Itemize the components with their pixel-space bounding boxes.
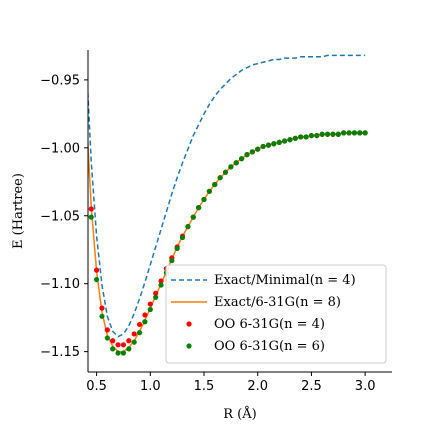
oo-n4-point bbox=[126, 338, 132, 344]
oo-n6-point bbox=[357, 130, 363, 136]
oo-n6-point bbox=[169, 257, 175, 264]
series-layer bbox=[88, 54, 368, 356]
oo-n6-point bbox=[281, 138, 288, 144]
oo-n4-point bbox=[104, 327, 110, 333]
oo-n6-point bbox=[271, 141, 277, 147]
oo-n6-point bbox=[179, 234, 186, 241]
x-tick-label: 0.5 bbox=[86, 379, 107, 394]
oo-n6-point bbox=[292, 135, 298, 141]
y-tick-label: −1.00 bbox=[40, 141, 80, 156]
oo-n6-point bbox=[126, 346, 132, 352]
oo-n6-point bbox=[341, 130, 347, 136]
x-tick-label: 2.0 bbox=[247, 379, 268, 394]
oo-n6-point bbox=[104, 335, 110, 341]
oo-n6-point bbox=[93, 277, 100, 283]
oo-n6-point bbox=[276, 139, 282, 145]
oo-n6-point bbox=[147, 306, 153, 313]
oo-n4-point bbox=[88, 206, 94, 212]
oo-n6-point bbox=[228, 164, 234, 170]
oo-n6-point bbox=[120, 350, 127, 356]
oo-n4-point bbox=[99, 305, 105, 311]
oo-n6-point bbox=[346, 130, 352, 136]
oo-n6-point bbox=[115, 350, 121, 356]
oo-n6-point bbox=[190, 214, 196, 220]
legend-box bbox=[165, 264, 387, 364]
y-tick-label: −1.15 bbox=[40, 345, 80, 360]
series-exact-minimal-line bbox=[88, 54, 366, 338]
oo-n6-point bbox=[308, 132, 315, 139]
legend-label-oo4: OO 6-31G(n = 4) bbox=[214, 317, 325, 332]
y-axis-label: E (Hartree) bbox=[11, 173, 26, 249]
oo-n6-point bbox=[174, 245, 180, 251]
oo-n4-point bbox=[147, 301, 153, 307]
legend-swatch-oo6 bbox=[186, 343, 192, 349]
legend: Exact/Minimal(n = 4) Exact/6-31G(n = 8) … bbox=[165, 264, 387, 364]
oo-n6-point bbox=[185, 224, 191, 230]
oo-n6-point bbox=[88, 214, 94, 220]
oo-n6-point bbox=[142, 319, 148, 325]
oo-n4-point bbox=[142, 312, 148, 318]
ticks-layer: 0.5 1.0 1.5 2.0 2.5 3.0 −0.95 −1.00 −1.05 −1.10 −1… bbox=[40, 73, 375, 394]
axes-layer bbox=[87, 50, 392, 373]
x-tick-label: 3.0 bbox=[355, 379, 376, 394]
legend-swatch-oo4 bbox=[186, 321, 192, 327]
oo-n6-point bbox=[330, 131, 336, 137]
x-tick-label: 1.0 bbox=[140, 379, 161, 394]
oo-n4-point bbox=[131, 331, 137, 337]
oo-n6-point bbox=[201, 196, 207, 203]
oo-n6-point bbox=[196, 205, 202, 211]
oo-n6-point bbox=[239, 156, 245, 162]
series-oo-631g-n6 bbox=[88, 116, 368, 356]
x-tick-label: 2.5 bbox=[301, 379, 322, 394]
oo-n6-point bbox=[265, 142, 272, 148]
legend-label-minimal: Exact/Minimal(n = 4) bbox=[214, 273, 356, 288]
oo-n6-point bbox=[99, 313, 105, 319]
y-tick-label: −1.05 bbox=[40, 209, 80, 224]
x-axis-label: R (Å) bbox=[223, 406, 256, 422]
oo-n6-point bbox=[324, 131, 331, 137]
oo-n6-point bbox=[255, 146, 261, 152]
legend-label-631g: Exact/6-31G(n = 8) bbox=[214, 295, 341, 310]
oo-n6-point bbox=[244, 152, 250, 158]
y-tick-label: −1.10 bbox=[40, 277, 80, 292]
y-tick-label: −0.95 bbox=[40, 73, 80, 88]
oo-n6-point bbox=[131, 339, 137, 345]
legend-label-oo6: OO 6-31G(n = 6) bbox=[214, 339, 325, 354]
oo-n4-point bbox=[153, 290, 159, 296]
oo-n6-point bbox=[303, 134, 309, 140]
x-tick-label: 1.5 bbox=[194, 379, 215, 394]
oo-n6-point bbox=[260, 143, 266, 150]
oo-n4-point bbox=[136, 321, 143, 328]
oo-n6-point bbox=[362, 130, 368, 136]
oo-n6-point bbox=[314, 132, 320, 139]
oo-n6-point bbox=[319, 131, 325, 137]
oo-n6-point bbox=[222, 169, 229, 175]
oo-n6-point bbox=[351, 130, 357, 136]
oo-n6-point bbox=[212, 181, 218, 188]
oo-n6-point bbox=[298, 134, 304, 140]
oo-n6-point bbox=[233, 160, 239, 166]
oo-n4-point bbox=[158, 278, 164, 284]
oo-n6-point bbox=[136, 330, 143, 336]
oo-n6-point bbox=[335, 131, 341, 137]
oo-n6-point bbox=[110, 346, 116, 352]
oo-n6-point bbox=[153, 294, 159, 300]
oo-n4-point bbox=[115, 342, 121, 348]
oo-n4-point bbox=[120, 342, 127, 348]
oo-n6-point bbox=[206, 188, 212, 194]
oo-n6-point bbox=[287, 137, 293, 143]
oo-n4-point bbox=[93, 267, 100, 273]
oo-n6-point bbox=[158, 282, 164, 288]
oo-n6-point bbox=[249, 149, 255, 155]
oo-n6-point bbox=[217, 175, 223, 181]
oo-n4-point bbox=[110, 338, 116, 344]
